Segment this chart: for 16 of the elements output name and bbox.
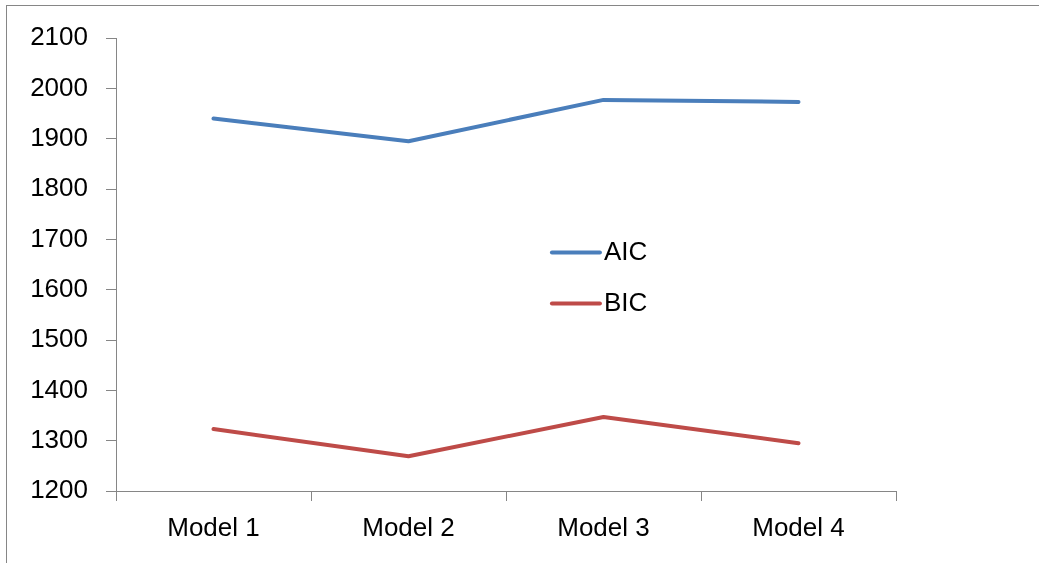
y-tick-label: 1500: [30, 323, 88, 354]
y-tick-label: 1800: [30, 172, 88, 203]
y-tick-label: 1600: [30, 272, 88, 303]
y-tick-label: 1400: [30, 373, 88, 404]
y-tick-label: 1200: [30, 474, 88, 505]
legend-label: BIC: [603, 286, 648, 317]
x-tick-label: Model 4: [752, 511, 845, 542]
x-tick-label: Model 1: [167, 511, 260, 542]
legend-label: AIC: [603, 235, 648, 266]
y-tick-label: 2000: [30, 71, 88, 102]
y-tick-label: 1900: [30, 121, 88, 152]
x-tick-label: Model 2: [362, 511, 455, 542]
y-tick-label: 2100: [30, 21, 88, 52]
y-tick-label: 1700: [30, 222, 88, 253]
y-tick-label: 1300: [30, 423, 88, 454]
x-tick-label: Model 3: [557, 511, 650, 542]
